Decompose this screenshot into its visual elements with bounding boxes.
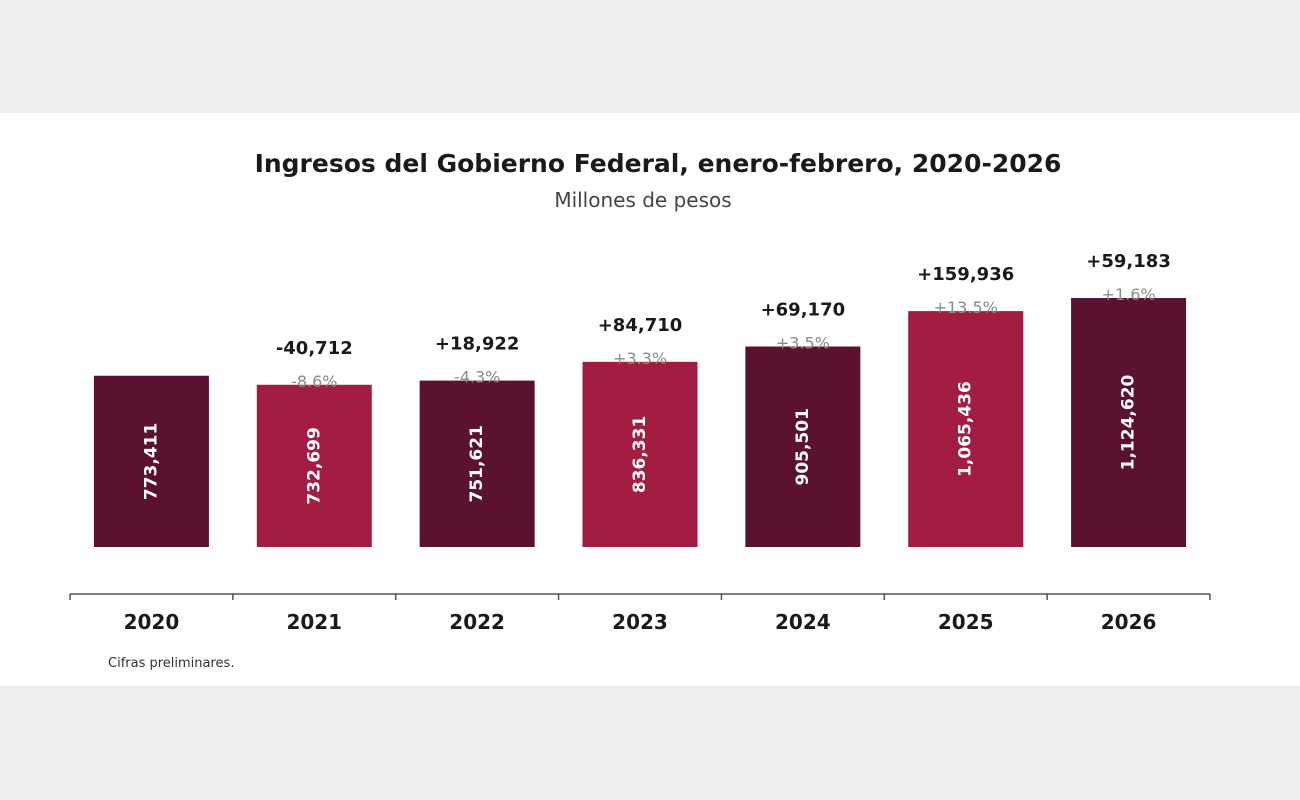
x-tick-label: 2022 — [449, 610, 505, 634]
x-tick-label: 2021 — [286, 610, 342, 634]
bar-value-label: 836,331 — [630, 416, 650, 493]
bar-2021 — [256, 384, 372, 547]
pct-change-label: +3.5% — [776, 334, 830, 353]
pct-change-label: -4.3% — [454, 368, 500, 387]
bar-chart: Ingresos del Gobierno Federal, enero-feb… — [69, 149, 1211, 671]
bar-2024 — [745, 346, 861, 547]
bar-value-label: 1,124,620 — [1119, 374, 1139, 470]
bar-value-label: 773,411 — [141, 423, 161, 500]
bar-2023 — [582, 361, 698, 547]
chart-panel: Ingresos del Gobierno Federal, enero-feb… — [0, 113, 1300, 686]
abs-change-label: -40,712 — [276, 338, 353, 359]
abs-change-label: +69,170 — [761, 300, 846, 321]
bar-2020 — [93, 375, 209, 547]
chart-subtitle: Millones de pesos — [554, 188, 731, 212]
bar-value-label: 905,501 — [793, 408, 813, 485]
x-tick-label: 2026 — [1101, 610, 1157, 634]
x-tick-label: 2020 — [124, 610, 180, 634]
abs-change-label: +18,922 — [435, 334, 520, 355]
bar-2022 — [419, 380, 535, 547]
pct-change-label: -8.6% — [291, 372, 337, 391]
abs-change-label: +59,183 — [1086, 251, 1171, 272]
bar-2025 — [908, 311, 1024, 547]
bar-value-label: 751,621 — [467, 425, 487, 502]
x-tick-label: 2023 — [612, 610, 668, 634]
abs-change-label: +159,936 — [917, 264, 1014, 285]
bar-value-label: 732,699 — [304, 427, 324, 504]
chart-title: Ingresos del Gobierno Federal, enero-feb… — [255, 149, 1062, 178]
x-tick-label: 2024 — [775, 610, 831, 634]
abs-change-label: +84,710 — [598, 315, 683, 336]
pct-change-label: +1.6% — [1102, 285, 1156, 304]
bar-value-label: 1,065,436 — [956, 381, 976, 477]
pct-change-label: +3.3% — [613, 349, 667, 368]
bar-2026 — [1071, 298, 1187, 547]
footnote: Cifras preliminares. — [108, 656, 234, 671]
pct-change-label: +13.5% — [934, 298, 998, 317]
x-tick-label: 2025 — [938, 610, 994, 634]
